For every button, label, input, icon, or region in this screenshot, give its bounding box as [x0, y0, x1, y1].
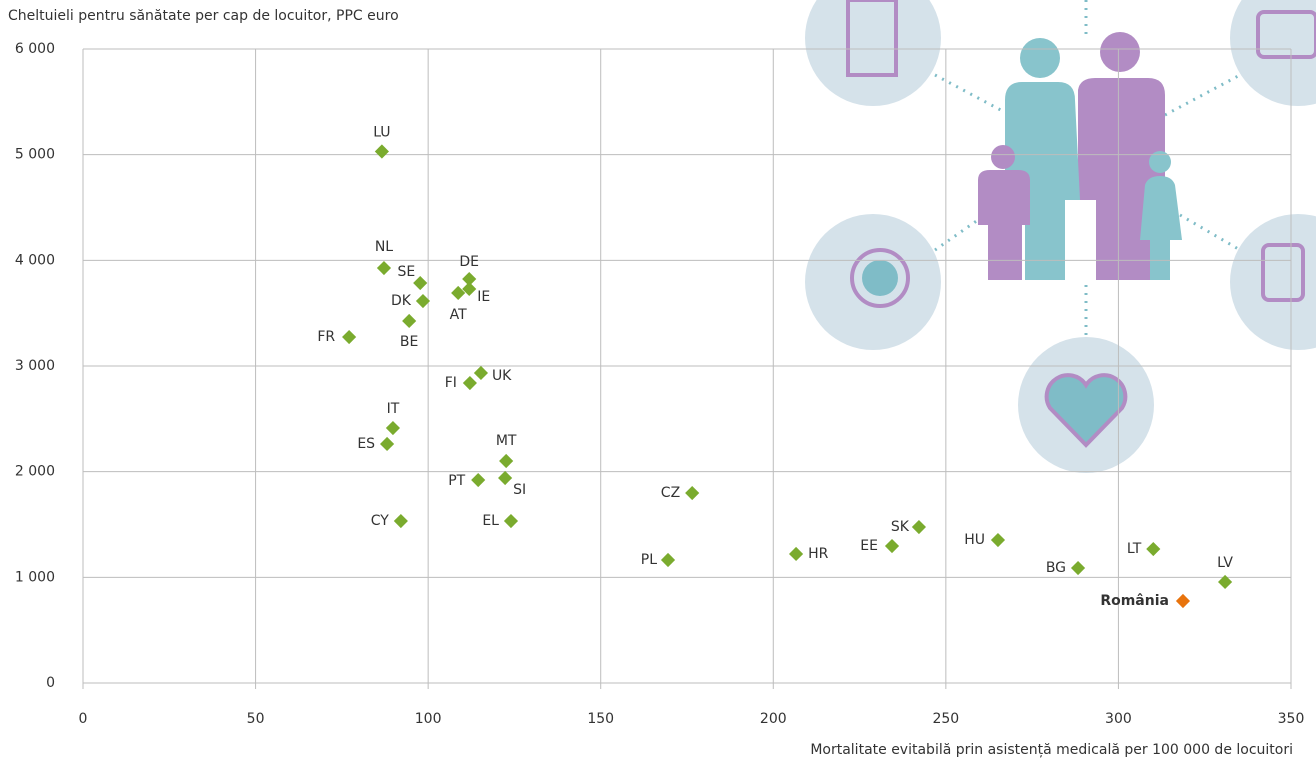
point-label: LT [1127, 541, 1142, 557]
point [379, 436, 395, 452]
point-label: FR [317, 329, 335, 345]
point [402, 313, 417, 329]
point [462, 281, 477, 297]
point-label: LV [1217, 555, 1233, 571]
point [503, 513, 519, 529]
y-tick-label: 0 [46, 675, 55, 691]
point [498, 470, 513, 486]
point-label: DE [459, 254, 479, 270]
point [660, 552, 676, 568]
point-label: HU [964, 532, 985, 548]
point-label: BG [1046, 560, 1066, 576]
x-tick-label: 100 [415, 711, 442, 727]
y-tick-label: 1 000 [15, 569, 55, 585]
y-tick-label: 2 000 [15, 464, 55, 480]
point [415, 293, 431, 309]
y-tick-label: 6 000 [15, 41, 55, 57]
point [884, 538, 900, 554]
x-tick-label: 50 [247, 711, 265, 727]
point [376, 260, 392, 276]
point-label: PT [448, 473, 465, 489]
point [1218, 574, 1233, 590]
point [393, 513, 408, 529]
point [342, 329, 357, 345]
point [462, 271, 477, 287]
x-tick-label: 200 [760, 711, 787, 727]
point-label: BE [400, 334, 418, 350]
point [462, 375, 477, 391]
x-tick-label: 0 [79, 711, 88, 727]
point-label: FI [445, 375, 457, 391]
point [471, 472, 486, 488]
x-tick-label: 250 [932, 711, 959, 727]
point-label: IE [477, 289, 490, 305]
point [499, 453, 514, 469]
point-label: SI [513, 482, 526, 498]
point [685, 485, 700, 501]
x-tick-label: 350 [1278, 711, 1305, 727]
point-label: EL [482, 513, 499, 529]
point [990, 532, 1006, 548]
y-axis-title: Cheltuieli pentru sănătate per cap de lo… [8, 8, 399, 24]
point-label: SK [891, 519, 910, 535]
point-label: LU [373, 124, 390, 140]
point [788, 546, 804, 562]
point-label: DK [391, 293, 412, 309]
point [1175, 593, 1191, 609]
point-label: SE [397, 264, 415, 280]
point [385, 420, 401, 436]
point-label: HR [808, 546, 829, 562]
point [374, 144, 389, 159]
point-label: AT [450, 307, 467, 323]
point-label: CZ [661, 485, 680, 501]
point-label: PL [641, 552, 657, 568]
point [413, 275, 428, 291]
y-tick-label: 3 000 [15, 358, 55, 374]
point-label: ES [357, 436, 375, 452]
x-tick-label: 300 [1105, 711, 1132, 727]
point [473, 365, 489, 381]
point [1070, 560, 1086, 576]
point [451, 285, 466, 301]
point [911, 519, 927, 535]
point-label: NL [375, 239, 393, 255]
point-label: MT [496, 433, 517, 449]
point-label: CY [371, 513, 390, 529]
x-tick-label: 150 [587, 711, 614, 727]
point-label: IT [387, 401, 400, 417]
illustration [805, 0, 1316, 473]
point [1146, 541, 1161, 557]
x-axis-title: Mortalitate evitabilă prin asistență med… [810, 742, 1293, 758]
y-tick-label: 5 000 [15, 147, 55, 163]
point-label: România [1100, 593, 1169, 609]
point-label: EE [860, 538, 878, 554]
y-tick-label: 4 000 [15, 252, 55, 268]
point-label: UK [492, 368, 512, 384]
